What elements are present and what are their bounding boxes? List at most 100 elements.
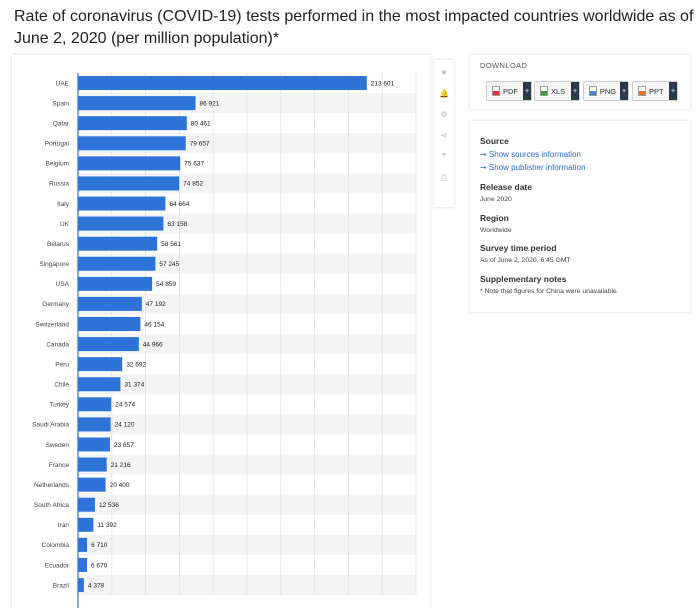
data-label: 79 657	[190, 141, 210, 148]
bar[interactable]	[78, 156, 181, 171]
bar[interactable]	[78, 377, 121, 392]
data-label: 44 966	[143, 341, 163, 348]
bar[interactable]	[78, 578, 84, 593]
pdf-download-button[interactable]: PDF +	[486, 81, 532, 101]
quote-icon[interactable]: ❞	[441, 152, 447, 161]
plus-icon: +	[571, 82, 579, 100]
data-label: 75 637	[184, 161, 204, 168]
data-label: 12 536	[99, 502, 119, 509]
bar[interactable]	[78, 477, 106, 492]
bar[interactable]	[78, 176, 180, 191]
category-label: Qatar	[53, 121, 70, 128]
bar[interactable]	[78, 417, 111, 432]
supplementary-notes-value: * Note that figures for China were unava…	[480, 288, 619, 295]
category-label: Russia	[49, 181, 69, 188]
data-label: 74 852	[183, 181, 203, 188]
source-heading: Source	[480, 136, 509, 146]
bar[interactable]	[78, 96, 196, 111]
chart-toolbar: ★ 🔔 ⚙ ⋖ ❞ ⎙	[434, 60, 454, 207]
show-publisher-link[interactable]: ➞ Show publisher information	[480, 163, 586, 172]
pdf-file-icon	[492, 86, 500, 96]
bar[interactable]	[78, 337, 139, 352]
data-label: 46 154	[144, 321, 164, 328]
share-icon[interactable]: ⋖	[440, 131, 448, 140]
category-label: Sweden	[46, 442, 70, 449]
bar[interactable]	[78, 557, 88, 572]
category-label: Belgium	[46, 161, 69, 168]
data-label: 63 158	[167, 221, 187, 228]
bar[interactable]	[78, 296, 142, 311]
category-label: UAE	[56, 80, 70, 87]
show-sources-link[interactable]: ➞ Show sources information	[480, 150, 581, 159]
release-date-value: June 2020	[480, 196, 512, 203]
bar[interactable]	[78, 216, 164, 231]
category-label: Belarus	[47, 241, 70, 248]
plus-icon: +	[620, 82, 628, 100]
data-label: 57 245	[159, 261, 179, 268]
bar[interactable]	[78, 537, 88, 552]
xls-download-button[interactable]: XLS +	[534, 81, 580, 101]
bar-chart: UAE 213 601 Spain 86 921 Qatar 80 461 Portugal…	[32, 73, 417, 608]
data-label: 24 120	[115, 422, 135, 429]
chart-panel: UAE 213 601 Spain 86 921 Qatar 80 461 Portugal…	[12, 55, 430, 608]
data-label: 24 574	[115, 402, 135, 409]
bar[interactable]	[78, 497, 95, 512]
survey-period-value: As of June 2, 2020, 6:45 GMT	[480, 257, 571, 264]
region-value: Worldwide	[480, 227, 512, 234]
bar[interactable]	[78, 136, 186, 151]
category-label: France	[49, 462, 70, 469]
page-title: Rate of coronavirus (COVID-19) tests per…	[14, 8, 694, 47]
bar[interactable]	[78, 256, 156, 271]
bar[interactable]	[78, 437, 110, 452]
bell-icon[interactable]: 🔔	[439, 89, 449, 98]
bar[interactable]	[78, 196, 166, 211]
category-label: Portugal	[45, 141, 70, 148]
gear-icon[interactable]: ⚙	[440, 110, 448, 119]
survey-period-heading: Survey time period	[480, 243, 557, 253]
data-label: 21 216	[111, 462, 131, 469]
category-label: Chile	[54, 382, 69, 389]
download-panel: DOWNLOAD PDF + XLS + PNG + PPT +	[470, 55, 690, 109]
bar[interactable]	[78, 517, 94, 532]
bar[interactable]	[78, 357, 123, 372]
region-heading: Region	[480, 213, 509, 223]
category-label: Italy	[57, 201, 70, 208]
bar[interactable]	[78, 317, 141, 331]
star-icon[interactable]: ★	[440, 68, 448, 77]
category-label: Germany	[42, 301, 69, 308]
category-label: UK	[60, 221, 70, 228]
xls-file-icon	[540, 86, 548, 96]
data-label: 4 378	[88, 582, 105, 589]
data-label: 47 192	[146, 301, 166, 308]
ppt-file-icon	[638, 86, 646, 96]
png-download-button[interactable]: PNG +	[583, 81, 629, 101]
category-label: Turkey	[49, 402, 69, 409]
category-label: Spain	[52, 100, 69, 107]
bar[interactable]	[78, 457, 107, 472]
bar[interactable]	[78, 236, 158, 251]
bar[interactable]	[78, 116, 187, 131]
release-date-heading: Release date	[480, 182, 532, 192]
data-label: 86 921	[200, 100, 220, 107]
data-label: 31 374	[124, 382, 144, 389]
bar[interactable]	[78, 276, 153, 291]
bar[interactable]	[78, 397, 112, 412]
category-label: Saudi Arabia	[32, 422, 69, 429]
data-label: 23 657	[114, 442, 134, 449]
print-icon[interactable]: ⎙	[440, 172, 448, 182]
category-label: Colombia	[42, 542, 70, 549]
ppt-download-button[interactable]: PPT +	[632, 81, 678, 101]
data-label: 80 461	[191, 121, 211, 128]
category-label: Peru	[55, 361, 69, 368]
bar[interactable]	[78, 76, 367, 91]
data-label: 6 710	[91, 542, 108, 549]
data-label: 58 561	[161, 241, 181, 248]
supplementary-notes-heading: Supplementary notes	[480, 274, 567, 284]
download-button-label: PDF	[503, 86, 518, 96]
category-label: Singapore	[39, 261, 69, 268]
data-label: 6 670	[91, 562, 108, 569]
category-label: Canada	[46, 341, 69, 348]
data-label: 64 664	[169, 201, 189, 208]
png-file-icon	[589, 86, 597, 96]
category-label: Netherlands	[34, 482, 70, 489]
